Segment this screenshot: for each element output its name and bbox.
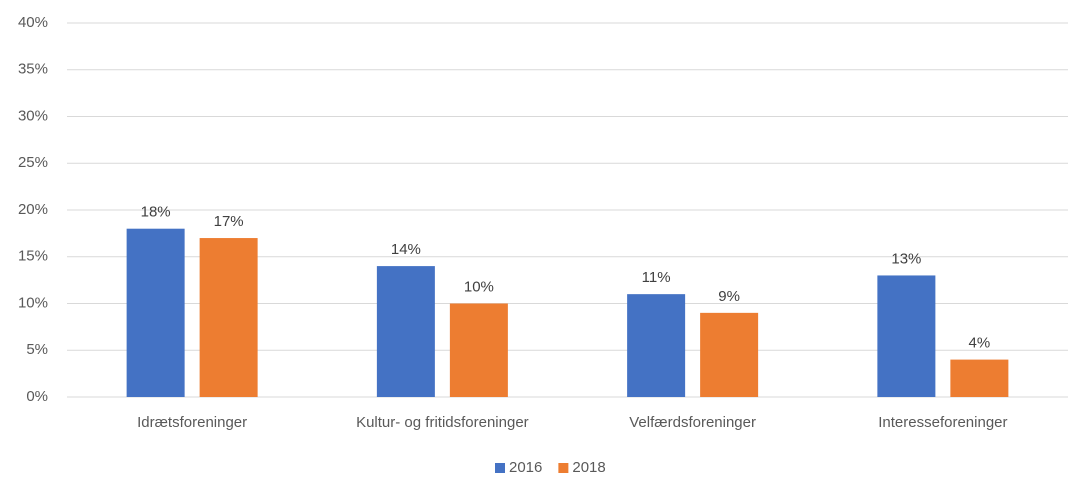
y-tick-label: 5% [26, 341, 48, 358]
legend-swatch [558, 463, 569, 473]
legend-label: 2018 [572, 459, 605, 476]
data-label: 9% [718, 288, 740, 305]
y-tick-label: 25% [18, 154, 48, 171]
y-tick-label: 35% [18, 61, 48, 78]
data-label: 10% [464, 278, 494, 295]
y-tick-label: 40% [18, 14, 48, 31]
bar [700, 312, 759, 397]
y-tick-label: 0% [26, 388, 48, 405]
bar [199, 238, 258, 397]
bar [126, 228, 185, 397]
y-tick-label: 30% [18, 107, 48, 124]
bar [376, 266, 435, 397]
y-tick-label: 20% [18, 201, 48, 218]
bar [449, 303, 508, 397]
legend-label: 2016 [509, 459, 542, 476]
data-label: 11% [642, 269, 671, 286]
x-tick-label: Velfærdsforeninger [629, 414, 756, 431]
y-tick-label: 10% [18, 294, 48, 311]
legend-swatch [495, 463, 505, 473]
x-tick-label: Idrætsforeninger [137, 414, 247, 431]
data-label: 17% [214, 213, 244, 230]
bar [627, 294, 686, 397]
x-tick-label: Kultur- og fritidsforeninger [356, 414, 529, 431]
data-label: 18% [141, 204, 171, 221]
bar [877, 275, 936, 397]
y-tick-label: 15% [18, 248, 48, 265]
x-tick-label: Interesseforeninger [878, 414, 1007, 431]
bar [950, 359, 1009, 397]
data-label: 4% [969, 335, 991, 352]
data-label: 13% [891, 250, 921, 267]
data-label: 14% [391, 241, 421, 258]
